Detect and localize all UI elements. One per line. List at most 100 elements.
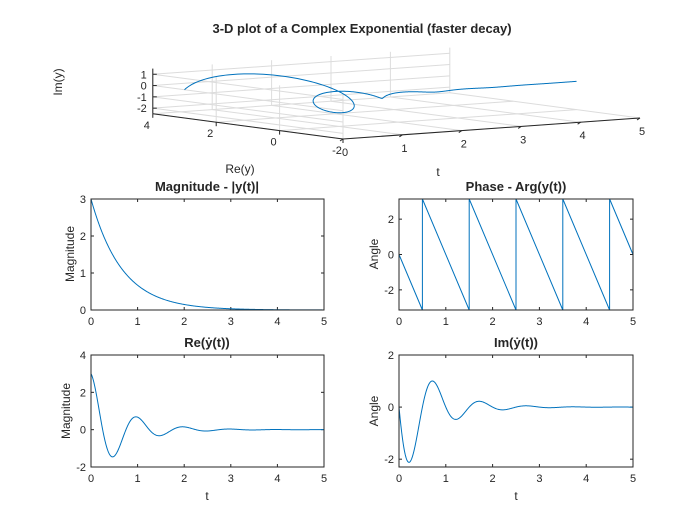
plot-3d-zlabel: Im(y) [51,68,65,95]
plot-phase-ylabel: Angle [367,238,381,269]
plot-imag-derivative: Im(ẏ(t)) 0 1 2 3 4 5-202 Angle t [367,335,636,503]
y-tick-label: -2 [384,454,394,466]
x-tick-label: 4 [583,316,589,328]
x-tick-label: 2 [181,473,187,485]
grid-line [152,75,450,98]
z-tick-label: 0 [141,81,147,93]
x-tick-label: 5 [321,316,327,328]
x-tick-mark [458,130,463,134]
x-tick-label: 0 [396,473,402,485]
x-tick-label: 0 [396,316,402,328]
x-tick-label: 3 [228,473,234,485]
z-tick-label: -2 [137,103,147,115]
x-tick-label: 2 [181,316,187,328]
grid-line [449,92,641,119]
z-tick-label: -1 [137,92,147,104]
grid-line [279,109,577,132]
x-tick-label: 3 [520,134,526,146]
x-tick-label: 1 [443,473,449,485]
grid-line [152,86,450,109]
plot-real-axes-box [90,354,325,468]
plot-3d-title: 3-D plot of a Complex Exponential (faste… [212,21,511,36]
plot-real-xlabel: t [205,489,209,503]
x-tick-label: 5 [630,316,636,328]
plot-imag-axes-box [398,354,634,468]
y-tick-label: 4 [80,350,86,362]
grid-line [152,64,450,87]
grid-line [330,100,522,127]
x-tick-label: 1 [401,143,407,155]
y-tick-label: 3 [80,194,86,206]
x-tick-mark [636,117,641,121]
grid-line [152,73,344,100]
y-tick-label: -2 [384,285,394,297]
y-tick-label: 0 [271,137,277,149]
z-tick-label: 1 [141,69,147,81]
y-tick-label: 1 [80,268,86,280]
plot-imag-title: Im(ẏ(t)) [494,335,538,350]
y-tick-label: 2 [388,350,394,362]
x-tick-label: 4 [580,130,586,142]
x-tick-mark [517,125,522,129]
x-tick-label: 5 [639,126,645,138]
y-tick-label: -2 [332,145,342,157]
x-tick-label: 2 [490,473,496,485]
plot-magnitude: Magnitude - |y(t)| 0 1 2 3 4 5 0 1 2 3 Magnitude [63,179,327,328]
x-tick-label: 4 [583,473,589,485]
axis-line-re [152,113,344,140]
x-tick-label: 0 [88,316,94,328]
grid-line [212,109,403,136]
plot-imag-ylabel: Angle [367,395,381,426]
x-tick-label: 3 [536,473,542,485]
y-tick-label: 2 [80,231,86,243]
axis-line-t [342,117,641,140]
y-tick-label: 2 [80,387,86,399]
plot-magnitude-series-line [90,198,324,311]
y-tick-label: 4 [144,120,150,132]
x-tick-label: 3 [536,316,542,328]
plot-phase-axes-box [398,198,634,311]
plot-imag-xlabel: t [514,489,518,503]
plot-magnitude-title: Magnitude - |y(t)| [155,179,259,194]
y-tick-label: -2 [76,462,86,474]
y-tick-label: 0 [80,305,86,317]
plot-phase: Phase - Arg(y(t)) 0 1 2 3 4 5 -2 0 2 Angle [367,179,636,328]
x-tick-label: 5 [321,473,327,485]
x-tick-label: 4 [274,316,280,328]
grid-line [152,96,344,123]
grid-line [390,96,581,123]
x-tick-label: 2 [490,316,496,328]
x-tick-label: 1 [135,473,141,485]
plot-imag-tick-labels: 0 1 2 3 4 5-202 [384,350,636,485]
plot-3d-grid [152,47,641,140]
grid-line [271,104,462,132]
plot-real-title: Re(ẏ(t)) [184,335,230,350]
plot-3d-axes [152,68,641,143]
x-tick-label: 2 [461,139,467,151]
plot-real-ylabel: Magnitude [59,383,73,439]
grid-line [152,107,344,134]
x-tick-label: 3 [228,316,234,328]
plot-3d-series-line [184,73,577,114]
plot-3d-xlabel: t [436,165,440,179]
x-tick-mark [577,121,581,125]
x-tick-label: 1 [443,316,449,328]
plot-magnitude-ylabel: Magnitude [63,226,77,282]
y-tick-label: 0 [388,402,394,414]
plot-phase-title: Phase - Arg(y(t)) [466,179,567,194]
x-tick-mark [399,134,403,138]
plot-3d: 3-D plot of a Complex Exponential (faste… [51,21,645,179]
x-tick-label: 0 [88,473,94,485]
x-tick-label: 5 [630,473,636,485]
y-tick-label: 0 [80,425,86,437]
plot-phase-series-line [398,198,634,311]
grid-line [152,52,450,75]
x-tick-label: 0 [342,147,348,159]
y-tick-label: 2 [207,128,213,140]
plot-real-series-line [90,373,324,458]
y-tick-label: 2 [388,214,394,226]
